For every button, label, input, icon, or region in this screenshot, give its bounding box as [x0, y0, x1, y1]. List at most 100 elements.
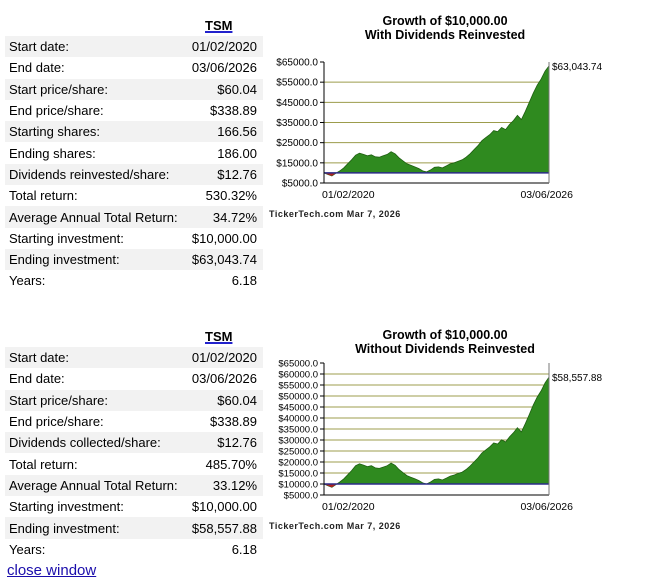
stat-value: 01/02/2020 [186, 36, 263, 58]
stat-value: 03/06/2026 [191, 60, 257, 76]
stat-label: Dividends collected/share: [5, 432, 187, 454]
stat-value: $63,043.74 [186, 248, 263, 271]
stats-row: Average Annual Total Return: 34.72% [5, 206, 263, 228]
stats-row: Average Annual Total Return: 33.12% [5, 474, 263, 497]
y-tick-label: $25000.0 [278, 447, 318, 458]
stat-value: 6.18 [231, 541, 257, 557]
stats-row: Years: 6.18 [5, 539, 263, 560]
stats-row: Start date: 01/02/2020 [5, 347, 263, 369]
stat-label: End price/share: [9, 414, 104, 430]
y-tick-label: $40000.0 [278, 414, 318, 425]
stat-value: 186.00 [217, 145, 257, 161]
chart-subtitle: Without Dividends Reinvested [355, 342, 535, 356]
chart-title-line: Growth of $10,000.00 [382, 328, 508, 342]
y-tick-label: $35000.0 [276, 118, 318, 129]
y-tick-label: $55000.0 [276, 78, 318, 89]
growth-chart-no-reinvest: $65000.0$60000.0$55000.0$50000.0$45000.0… [269, 359, 602, 532]
stat-value: 6.18 [231, 273, 257, 289]
stat-label: End price/share: [9, 103, 104, 119]
stats-row: Starting investment: $10,000.00 [5, 228, 263, 249]
y-tick-label: $5000.0 [282, 179, 319, 190]
stat-label: Ending investment: [5, 517, 187, 539]
stats-table: Start date: 01/02/2020 End date: 03/06/2026… [5, 347, 263, 560]
stats-row: Start date: 01/02/2020 [5, 36, 263, 58]
chart-subtitle: With Dividends Reinvested [364, 28, 526, 42]
chart-title-line: Growth of $10,000.00 [382, 14, 508, 28]
stat-label: Start price/share: [5, 78, 187, 100]
stat-label: Start date: [5, 347, 187, 369]
stat-label: Total return: [9, 456, 78, 472]
stat-value: $60.04 [186, 389, 263, 411]
stats-row: End date: 03/06/2026 [5, 368, 263, 389]
stats-row: Starting shares: 166.56 [5, 121, 263, 143]
stat-label: End date: [9, 371, 65, 387]
y-tick-label: $35000.0 [278, 425, 318, 436]
y-tick-label: $65000.0 [278, 359, 318, 370]
y-tick-label: $60000.0 [278, 370, 318, 381]
y-tick-label: $15000.0 [278, 469, 318, 480]
close-window-link[interactable]: close window [7, 562, 97, 579]
y-tick-label: $25000.0 [276, 138, 318, 149]
stat-value: 166.56 [186, 121, 263, 143]
x-label-end: 03/06/2026 [520, 189, 573, 201]
stat-label: Start price/share: [5, 389, 187, 411]
stats-row: Dividends collected/share: $12.76 [5, 432, 263, 454]
stats-row: End price/share: $338.89 [5, 100, 263, 121]
stat-label: Total return: [9, 188, 78, 204]
y-tick-label: $30000.0 [278, 436, 318, 447]
stat-label: Starting shares: [5, 121, 187, 143]
stats-row: End price/share: $338.89 [5, 411, 263, 432]
end-value-label: $58,557.88 [552, 373, 602, 384]
x-label-start: 01/02/2020 [322, 501, 375, 513]
y-tick-label: $65000.0 [276, 58, 318, 69]
credit-text: TickerTech.com Mar 7, 2026 [269, 209, 401, 219]
stat-label: Years: [9, 541, 46, 557]
stat-label: Ending investment: [5, 248, 187, 271]
stat-label: Average Annual Total Return: [5, 474, 187, 497]
y-tick-label: $5000.0 [284, 491, 318, 502]
stat-value: 530.32% [205, 188, 257, 204]
growth-area [323, 375, 550, 488]
stats-row: Years: 6.18 [5, 270, 263, 291]
stat-label: Average Annual Total Return: [5, 206, 187, 228]
stats-row: End date: 03/06/2026 [5, 57, 263, 78]
stat-label: Starting investment: [9, 230, 124, 246]
y-tick-label: $10000.0 [278, 480, 318, 491]
stat-value: 01/02/2020 [186, 347, 263, 369]
growth-area [323, 64, 550, 177]
stats-row: Total return: 485.70% [5, 453, 263, 474]
stat-value: $338.89 [210, 414, 257, 430]
chart-title: Growth of $10,000.00 With Dividends Rein… [330, 14, 560, 42]
stat-label: Start date: [5, 36, 187, 58]
stats-row: Start price/share: $60.04 [5, 78, 263, 100]
stats-row: Start price/share: $60.04 [5, 389, 263, 411]
ticker-symbol[interactable]: TSM [205, 18, 233, 33]
stats-row: Total return: 530.32% [5, 185, 263, 206]
ticker-symbol[interactable]: TSM [205, 329, 233, 344]
stats-row: Ending shares: 186.00 [5, 142, 263, 163]
stat-value: 34.72% [186, 206, 263, 228]
stat-label: Years: [9, 273, 46, 289]
stat-label: Ending shares: [9, 145, 96, 161]
stat-value: 485.70% [205, 456, 257, 472]
stats-row: Starting investment: $10,000.00 [5, 496, 263, 517]
stats-row: Dividends reinvested/share: $12.76 [5, 163, 263, 186]
credit-text: TickerTech.com Mar 7, 2026 [269, 521, 401, 531]
stat-value: $10,000.00 [191, 499, 257, 515]
stats-row: Ending investment: $58,557.88 [5, 517, 263, 539]
loss-area [324, 484, 336, 488]
y-tick-label: $50000.0 [278, 392, 318, 403]
stat-label: Starting investment: [9, 499, 124, 515]
stat-value: $12.76 [186, 163, 263, 186]
end-value-label: $63,043.74 [552, 62, 602, 73]
stat-label: End date: [9, 60, 65, 76]
growth-chart-reinvested: $65000.0 $55000.0 $45000.0 $35000.0 $25000.0… [269, 58, 602, 220]
x-label-end: 03/06/2026 [520, 501, 573, 513]
stat-value: $58,557.88 [186, 517, 263, 539]
stats-table: Start date: 01/02/2020 End date: 03/06/2026… [5, 36, 263, 292]
stat-value: 33.12% [186, 474, 263, 497]
stat-value: 03/06/2026 [191, 371, 257, 387]
stat-label: Dividends reinvested/share: [5, 163, 187, 186]
y-tick-label: $15000.0 [276, 158, 318, 169]
stat-value: $338.89 [210, 103, 257, 119]
